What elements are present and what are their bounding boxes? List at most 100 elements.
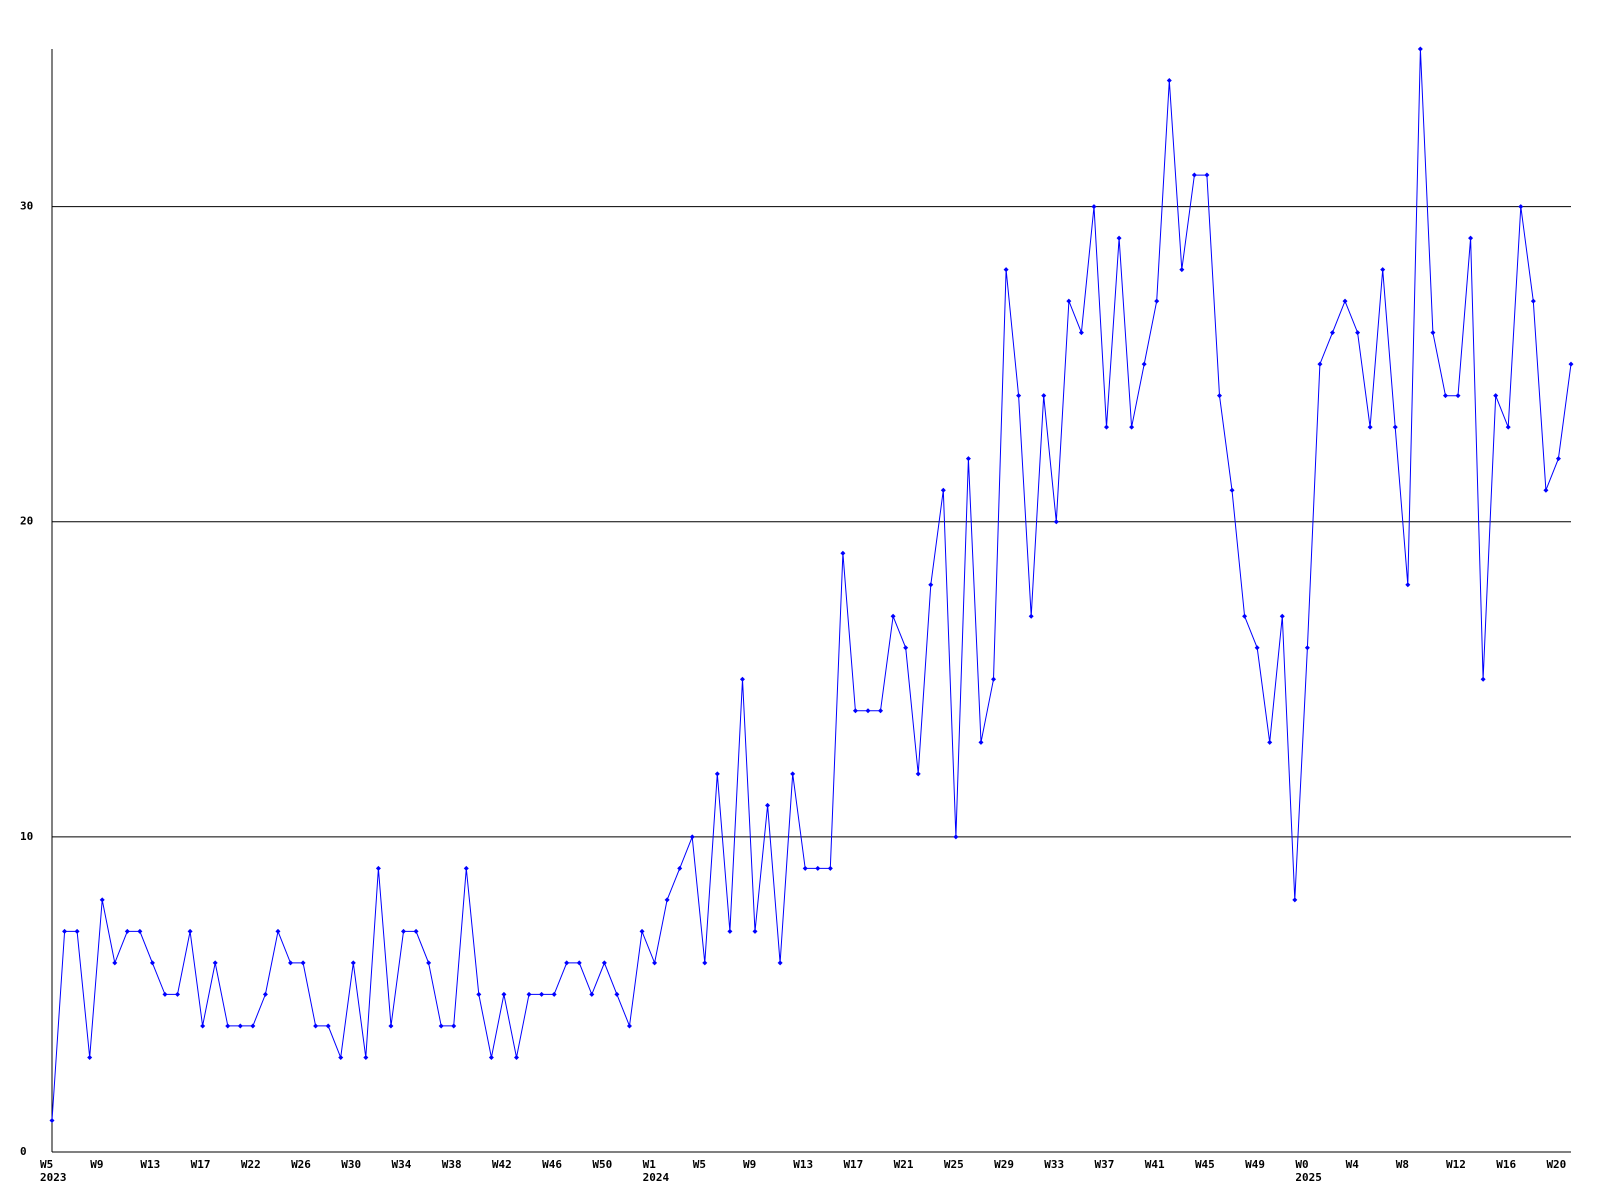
- x-tick-label: W38: [441, 1158, 462, 1171]
- x-tick-label: W8: [1395, 1158, 1410, 1171]
- point: [852, 708, 858, 714]
- point: [250, 1023, 256, 1029]
- point: [74, 928, 80, 934]
- point: [1555, 456, 1561, 462]
- point: [1342, 298, 1348, 304]
- point: [275, 928, 281, 934]
- point: [1279, 613, 1285, 619]
- point: [1216, 393, 1222, 399]
- point: [652, 960, 658, 966]
- point: [1016, 393, 1022, 399]
- point: [1417, 46, 1423, 52]
- y-tick-label: 20: [20, 515, 33, 528]
- x-tick-label: W16: [1496, 1158, 1517, 1171]
- x-tick-label: W29: [994, 1158, 1014, 1171]
- x-tick-label: W22: [240, 1158, 261, 1171]
- point: [965, 456, 971, 462]
- point: [1355, 330, 1361, 336]
- point: [1066, 298, 1072, 304]
- point: [940, 487, 946, 493]
- point: [815, 865, 821, 871]
- point: [539, 991, 545, 997]
- x-tick-label: W34: [391, 1158, 412, 1171]
- point: [338, 1054, 344, 1060]
- x-tick-label: W5 2023: [40, 1158, 67, 1184]
- point: [890, 613, 896, 619]
- point: [49, 1117, 55, 1123]
- point: [677, 865, 683, 871]
- point: [325, 1023, 331, 1029]
- point: [827, 865, 833, 871]
- line: [51, 48, 1572, 1121]
- x-tick-label: W0 2025: [1295, 1158, 1322, 1184]
- point: [564, 960, 570, 966]
- point: [978, 739, 984, 745]
- x-tick-label: W4: [1345, 1158, 1359, 1171]
- point: [765, 802, 771, 808]
- x-tick-label: W9: [743, 1158, 757, 1171]
- point: [1455, 393, 1461, 399]
- point: [1480, 676, 1486, 682]
- point: [375, 865, 381, 871]
- point: [1530, 298, 1536, 304]
- point: [1292, 897, 1298, 903]
- point: [438, 1023, 444, 1029]
- x-tick-label: W49: [1245, 1158, 1266, 1171]
- x-tick-label: W33: [1044, 1158, 1065, 1171]
- point: [401, 928, 407, 934]
- point: [1254, 645, 1260, 651]
- point: [639, 928, 645, 934]
- x-tick-label: W13: [793, 1158, 814, 1171]
- point: [237, 1023, 243, 1029]
- point: [1267, 739, 1273, 745]
- point: [903, 645, 909, 651]
- point: [790, 771, 796, 777]
- x-tick-label: W45: [1194, 1158, 1215, 1171]
- point: [878, 708, 884, 714]
- point: [1568, 361, 1574, 367]
- point: [1154, 298, 1160, 304]
- point: [1505, 424, 1511, 430]
- point: [363, 1054, 369, 1060]
- x-tick-label: W37: [1094, 1158, 1115, 1171]
- point: [262, 991, 268, 997]
- point: [1053, 519, 1059, 525]
- point: [1380, 267, 1386, 273]
- point: [1129, 424, 1135, 430]
- point: [928, 582, 934, 588]
- x-tick-label: W42: [491, 1158, 512, 1171]
- x-tick-label: W30: [341, 1158, 362, 1171]
- x-tick-label: W26: [291, 1158, 311, 1171]
- point: [614, 991, 620, 997]
- point: [124, 928, 130, 934]
- x-tick-label: W25: [943, 1158, 964, 1171]
- point: [777, 960, 783, 966]
- point: [1104, 424, 1110, 430]
- point: [1116, 235, 1122, 241]
- point: [991, 676, 997, 682]
- x-tick-label: W46: [542, 1158, 563, 1171]
- point: [1091, 204, 1097, 210]
- point: [1166, 78, 1172, 84]
- y-tick-label: 10: [20, 830, 33, 843]
- point: [513, 1054, 519, 1060]
- point: [840, 550, 846, 556]
- point: [752, 928, 758, 934]
- point: [99, 897, 105, 903]
- point: [413, 928, 419, 934]
- point: [288, 960, 294, 966]
- point: [488, 1054, 494, 1060]
- point: [225, 1023, 231, 1029]
- point: [200, 1023, 206, 1029]
- point: [953, 834, 959, 840]
- point: [1493, 393, 1499, 399]
- y-tick-label: 30: [20, 200, 33, 213]
- point: [149, 960, 155, 966]
- point: [526, 991, 532, 997]
- point: [1405, 582, 1411, 588]
- point: [664, 897, 670, 903]
- point: [1229, 487, 1235, 493]
- point: [601, 960, 607, 966]
